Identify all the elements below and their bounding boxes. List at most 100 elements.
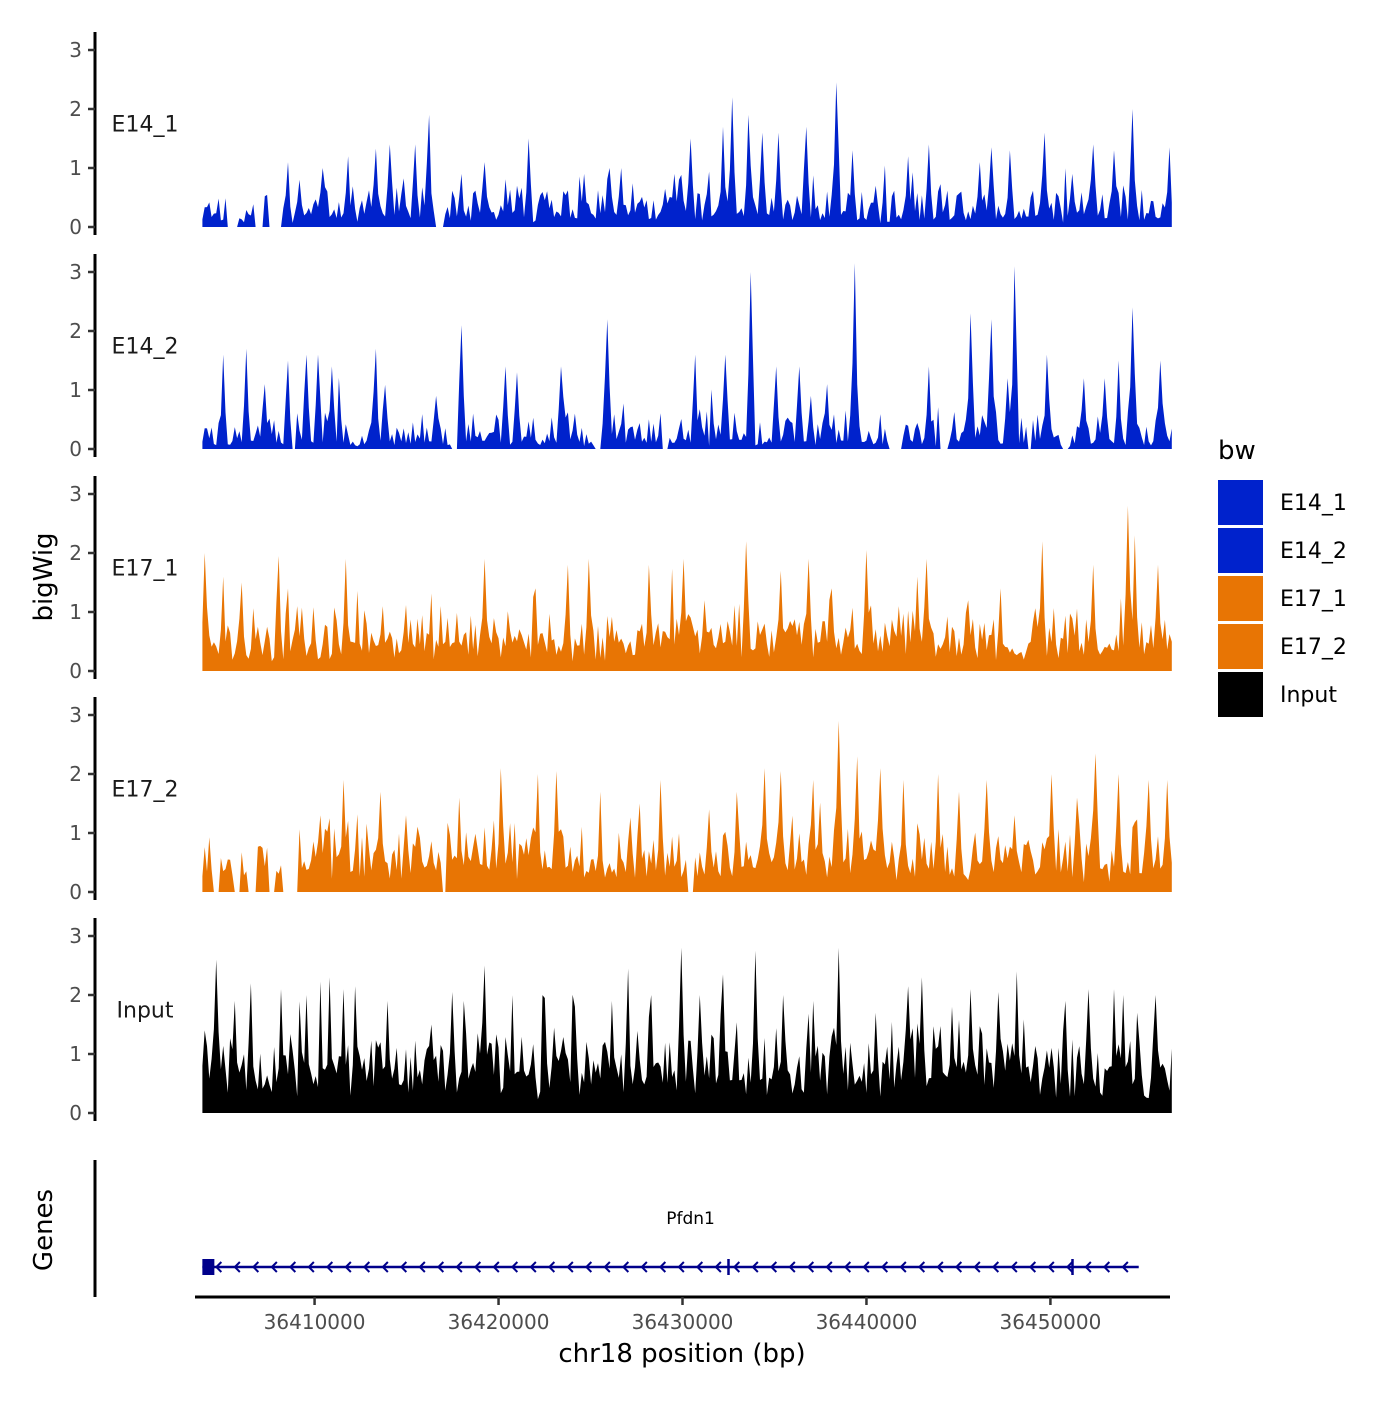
y-tick-label-Input-0: 0 — [69, 1101, 82, 1125]
y-tick-label-Input-2: 2 — [69, 983, 82, 1007]
gene-strand-chevron — [455, 1261, 463, 1273]
gene-strand-chevron — [788, 1261, 796, 1273]
gene-strand-chevron — [584, 1261, 593, 1273]
gene-strand-chevron — [1010, 1261, 1018, 1273]
gene-strand-chevron — [936, 1261, 944, 1273]
gene-strand-chevron — [344, 1261, 352, 1273]
signal-area-E17_1 — [202, 505, 1172, 671]
gene-strand-chevron — [751, 1261, 759, 1273]
x-axis: chr18 position (bp) 36410000 36420000 3643… — [195, 1295, 1170, 1369]
gene-strand-chevron — [399, 1261, 408, 1273]
gene-strand-chevron — [973, 1261, 981, 1273]
gene-strand-chevron — [899, 1261, 907, 1273]
gene-strand-chevron — [566, 1261, 574, 1273]
gene-strand-chevron — [1047, 1261, 1055, 1273]
gene-strand-chevron — [436, 1261, 445, 1273]
gene-strand-chevron — [233, 1261, 241, 1273]
y-tick-label-E14_1-0: 0 — [69, 215, 82, 239]
gene-strand-chevron — [529, 1261, 537, 1273]
gene-strand-chevron — [806, 1261, 815, 1273]
x-tick-label-36410000: 36410000 — [264, 1310, 366, 1334]
gene-strand-chevron — [695, 1261, 704, 1273]
gene-strand-chevron — [288, 1261, 297, 1273]
track-label-E17_2: E17_2 — [112, 778, 179, 803]
y-tick-label-Input-3: 3 — [69, 924, 82, 948]
gene-strand-chevron — [362, 1261, 371, 1273]
gene-strand-chevron — [270, 1261, 278, 1273]
signal-area-E14_2 — [202, 263, 1172, 449]
track-panel-E17_2: 0 1 2 3 E17_2 — [69, 697, 1172, 904]
legend-label-E17_2: E17_2 — [1280, 635, 1347, 660]
y-tick-label-E17_1-1: 1 — [69, 600, 82, 624]
y-tick-label-E17_2-1: 1 — [69, 821, 82, 845]
gene-strand-chevron — [1102, 1261, 1111, 1273]
tracks-layer: 0 1 2 3 E14_1 0 1 2 3 E14_2 0 1 2 3 E17_1 0 1 2 3 E17_2 0 1 2 3… — [69, 32, 1172, 1125]
y-tick-label-E14_2-3: 3 — [69, 260, 82, 284]
gene-Pfdn1: Pfdn1 — [202, 1209, 1139, 1275]
legend-label-E17_1: E17_1 — [1280, 587, 1347, 612]
genes-layer: Genes Pfdn1 — [29, 1160, 1139, 1297]
gene-strand-chevron — [862, 1261, 870, 1273]
gene-strand-chevron — [621, 1261, 630, 1273]
gene-strand-chevron — [1028, 1261, 1037, 1273]
gene-strand-chevron — [991, 1261, 1000, 1273]
y-tick-label-E17_2-3: 3 — [69, 703, 82, 727]
gene-strand-chevron — [473, 1261, 482, 1273]
gene-strand-chevron — [880, 1261, 889, 1273]
y-tick-label-E14_1-2: 2 — [69, 97, 82, 121]
legend-title: bw — [1218, 436, 1256, 466]
gene-strand-chevron — [1084, 1261, 1092, 1273]
gene-exon-0 — [202, 1259, 215, 1275]
track-label-E14_1: E14_1 — [112, 113, 179, 138]
genes-axis-title: Genes — [29, 1189, 59, 1271]
gene-strand-chevron — [917, 1261, 926, 1273]
gene-label-Pfdn1: Pfdn1 — [666, 1209, 715, 1229]
legend-swatch-E14_2 — [1218, 528, 1263, 573]
gene-strand-chevron — [603, 1261, 611, 1273]
gene-strand-chevron — [732, 1261, 741, 1273]
legend-label-E14_1: E14_1 — [1280, 491, 1347, 516]
x-tick-label-36450000: 36450000 — [1000, 1310, 1102, 1334]
x-tick-label-36440000: 36440000 — [816, 1310, 918, 1334]
x-axis-title: chr18 position (bp) — [558, 1339, 805, 1369]
gene-strand-chevron — [492, 1261, 500, 1273]
track-label-E17_1: E17_1 — [112, 557, 179, 582]
track-panel-E14_1: 0 1 2 3 E14_1 — [69, 32, 1172, 239]
legend-swatch-E17_1 — [1218, 576, 1263, 621]
gene-strand-chevron — [1121, 1261, 1129, 1273]
y-tick-label-E17_2-2: 2 — [69, 762, 82, 786]
y-tick-label-E14_2-1: 1 — [69, 378, 82, 402]
gene-strand-chevron — [251, 1261, 260, 1273]
gene-strand-chevron — [769, 1261, 778, 1273]
legend: bw E14_1 E14_2 E17_1 E17_2 Input — [1218, 436, 1347, 717]
x-tick-label-36420000: 36420000 — [448, 1310, 550, 1334]
legend-swatch-E17_2 — [1218, 624, 1263, 669]
legend-label-Input: Input — [1280, 683, 1337, 708]
y-tick-label-E14_2-2: 2 — [69, 319, 82, 343]
gene-strand-chevron — [825, 1261, 833, 1273]
x-tick-label-36430000: 36430000 — [632, 1310, 734, 1334]
y-tick-label-E14_1-1: 1 — [69, 156, 82, 180]
gene-strand-chevron — [658, 1261, 667, 1273]
gene-strand-chevron — [510, 1261, 519, 1273]
gene-strand-chevron — [640, 1261, 648, 1273]
y-tick-label-Input-1: 1 — [69, 1042, 82, 1066]
gene-strand-chevron — [381, 1261, 389, 1273]
y-tick-label-E14_1-3: 3 — [69, 38, 82, 62]
gene-strand-chevron — [677, 1261, 685, 1273]
gene-strand-chevron — [307, 1261, 315, 1273]
legend-label-E14_2: E14_2 — [1280, 539, 1347, 564]
gene-strand-chevron — [418, 1261, 426, 1273]
y-tick-label-E17_1-0: 0 — [69, 659, 82, 683]
legend-swatch-Input — [1218, 672, 1263, 717]
track-panel-E14_2: 0 1 2 3 E14_2 — [69, 254, 1172, 461]
gene-strand-chevron — [954, 1261, 963, 1273]
y-tick-label-E17_1-3: 3 — [69, 482, 82, 506]
signal-area-E14_1 — [202, 82, 1172, 228]
track-label-Input: Input — [117, 999, 174, 1024]
signal-area-Input — [202, 947, 1172, 1113]
gene-strand-chevron — [547, 1261, 556, 1273]
gene-strand-chevron — [214, 1261, 223, 1273]
